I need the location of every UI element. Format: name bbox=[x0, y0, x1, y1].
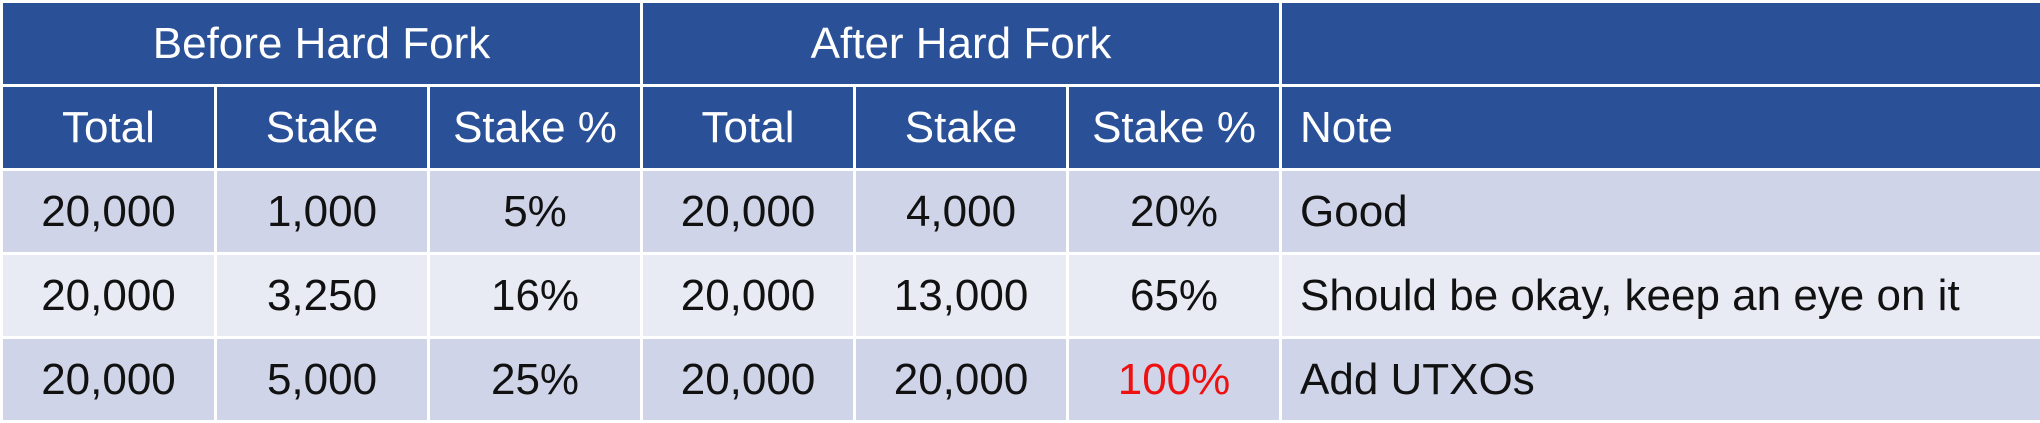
column-header-row: Total Stake Stake % Total Stake Stake % … bbox=[2, 86, 2040, 170]
cell-after-stake: 13,000 bbox=[855, 254, 1068, 338]
cell-after-total: 20,000 bbox=[642, 338, 855, 422]
cell-after-total: 20,000 bbox=[642, 170, 855, 254]
col-header-after-stake-pct: Stake % bbox=[1068, 86, 1281, 170]
cell-note: Add UTXOs bbox=[1281, 338, 2040, 422]
table-row: 20,000 3,250 16% 20,000 13,000 65% Shoul… bbox=[2, 254, 2040, 338]
group-header-note bbox=[1281, 2, 2040, 86]
cell-note: Good bbox=[1281, 170, 2040, 254]
cell-before-stake-pct: 16% bbox=[429, 254, 642, 338]
col-header-before-stake: Stake bbox=[216, 86, 429, 170]
cell-note: Should be okay, keep an eye on it bbox=[1281, 254, 2040, 338]
col-header-before-stake-pct: Stake % bbox=[429, 86, 642, 170]
table-row: 20,000 5,000 25% 20,000 20,000 100% Add … bbox=[2, 338, 2040, 422]
col-header-after-stake: Stake bbox=[855, 86, 1068, 170]
cell-after-stake-pct: 65% bbox=[1068, 254, 1281, 338]
group-header-row: Before Hard Fork After Hard Fork bbox=[2, 2, 2040, 86]
table-row: 20,000 1,000 5% 20,000 4,000 20% Good bbox=[2, 170, 2040, 254]
col-header-after-total: Total bbox=[642, 86, 855, 170]
cell-after-stake: 20,000 bbox=[855, 338, 1068, 422]
cell-after-stake-pct-alert: 100% bbox=[1068, 338, 1281, 422]
group-header-after: After Hard Fork bbox=[642, 2, 1281, 86]
cell-before-stake-pct: 25% bbox=[429, 338, 642, 422]
col-header-note: Note bbox=[1281, 86, 2040, 170]
group-header-before: Before Hard Fork bbox=[2, 2, 642, 86]
cell-before-total: 20,000 bbox=[2, 254, 216, 338]
cell-after-total: 20,000 bbox=[642, 254, 855, 338]
cell-before-total: 20,000 bbox=[2, 170, 216, 254]
col-header-before-total: Total bbox=[2, 86, 216, 170]
cell-before-stake: 1,000 bbox=[216, 170, 429, 254]
cell-before-stake: 5,000 bbox=[216, 338, 429, 422]
cell-before-total: 20,000 bbox=[2, 338, 216, 422]
cell-after-stake: 4,000 bbox=[855, 170, 1068, 254]
cell-before-stake: 3,250 bbox=[216, 254, 429, 338]
cell-after-stake-pct: 20% bbox=[1068, 170, 1281, 254]
cell-before-stake-pct: 5% bbox=[429, 170, 642, 254]
